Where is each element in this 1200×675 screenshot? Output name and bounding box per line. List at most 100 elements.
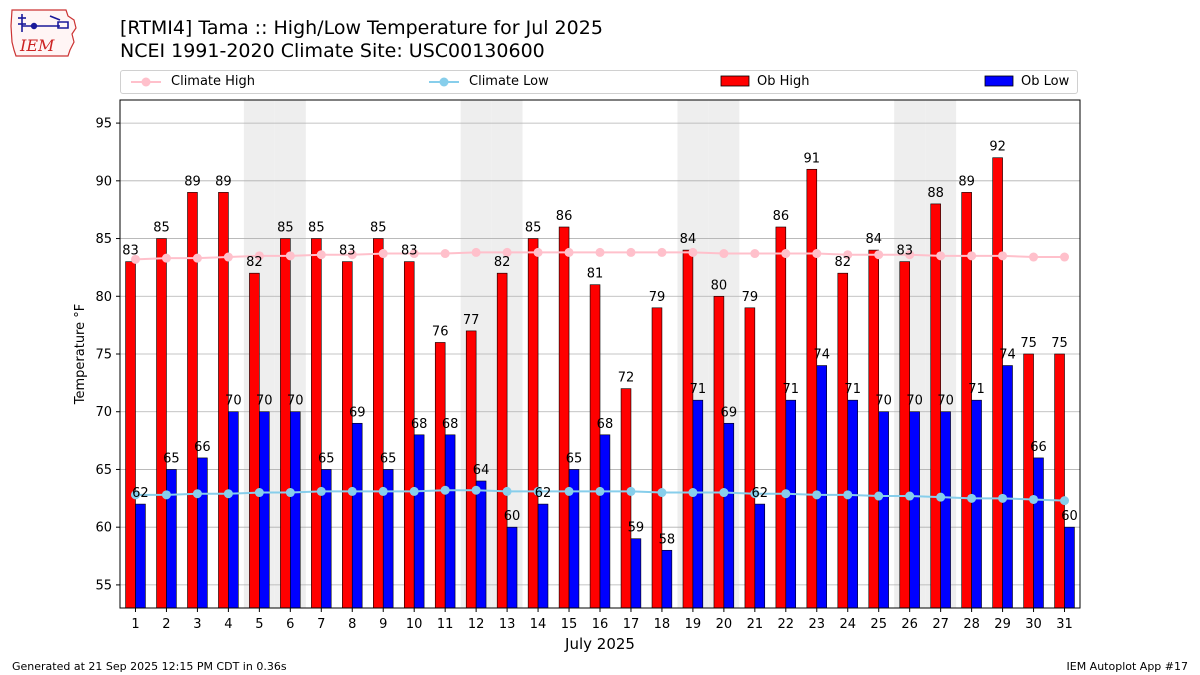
ob-high-value-label: 86 <box>773 209 790 224</box>
ob-high-bar <box>1023 353 1034 609</box>
ob-high-value-label: 89 <box>215 174 232 189</box>
ob-high-bar <box>1054 353 1065 609</box>
ob-low-value-label: 66 <box>1030 440 1047 455</box>
legend-climate-high-marker-icon <box>131 77 161 87</box>
climate-high-point <box>626 247 636 257</box>
ob-high-value-label: 75 <box>1020 336 1037 351</box>
climate-high-point <box>285 251 295 261</box>
y-tick-label: 75 <box>95 348 112 363</box>
climate-low-point <box>378 486 388 496</box>
ob-high-value-label: 83 <box>401 244 418 259</box>
x-tick-label: 1 <box>131 617 139 632</box>
x-tick-label: 19 <box>685 617 702 632</box>
ob-low-value-label: 65 <box>163 451 180 466</box>
climate-low-point <box>564 486 574 496</box>
ob-low-value-label: 71 <box>690 382 707 397</box>
legend-ob-high: Ob High <box>719 74 839 90</box>
climate-low-point <box>750 489 760 499</box>
climate-high-point <box>440 249 450 259</box>
ob-low-bar <box>599 434 611 609</box>
ob-low-value-label: 70 <box>225 394 242 409</box>
climate-low-point <box>688 488 698 498</box>
climate-high-point <box>750 249 760 259</box>
climate-low-point <box>533 486 543 496</box>
y-tick-label: 95 <box>95 117 112 132</box>
climate-high-point <box>657 247 667 257</box>
ob-high-bar <box>651 307 663 609</box>
legend-ob-low-swatch-icon <box>984 75 1014 87</box>
ob-low-bar <box>290 411 301 609</box>
x-tick-label: 9 <box>379 617 387 632</box>
ob-low-value-label: 65 <box>318 451 335 466</box>
ob-high-value-label: 89 <box>184 174 201 189</box>
ob-high-value-label: 91 <box>804 151 821 166</box>
ob-high-value-label: 84 <box>680 232 697 247</box>
x-tick-label: 6 <box>286 617 294 632</box>
ob-low-value-label: 70 <box>875 394 892 409</box>
ob-low-value-label: 71 <box>968 382 985 397</box>
ob-high-value-label: 79 <box>742 290 759 305</box>
climate-low-point <box>161 490 171 500</box>
x-tick-label: 27 <box>932 617 949 632</box>
ob-high-bar <box>156 238 167 609</box>
ob-low-bar <box>135 503 146 609</box>
ob-low-value-label: 70 <box>906 394 923 409</box>
ob-high-bar <box>434 342 446 609</box>
x-tick-label: 16 <box>592 617 609 632</box>
climate-low-point <box>502 486 512 496</box>
climate-high-point <box>688 247 698 257</box>
ob-low-value-label: 59 <box>628 521 645 536</box>
chart-subtitle: NCEI 1991-2020 Climate Site: USC00130600 <box>120 40 545 62</box>
x-tick-label: 26 <box>901 617 918 632</box>
climate-high-point <box>843 250 853 260</box>
climate-low-point <box>440 485 450 495</box>
x-tick-label: 29 <box>994 617 1011 632</box>
x-tick-label: 13 <box>499 617 516 632</box>
climate-low-point <box>471 485 481 495</box>
ob-high-value-label: 85 <box>370 221 387 236</box>
legend-climate-high: Climate High <box>129 74 289 90</box>
y-tick-label: 65 <box>95 463 112 478</box>
ob-high-value-label: 88 <box>927 186 944 201</box>
legend-climate-low-label: Climate Low <box>469 74 549 89</box>
ob-high-bar <box>342 261 353 609</box>
climate-low-point <box>1060 496 1070 506</box>
y-tick-label: 60 <box>95 521 112 536</box>
ob-high-value-label: 80 <box>711 278 728 293</box>
ob-low-bar <box>723 422 735 609</box>
ob-high-value-label: 75 <box>1051 336 1068 351</box>
ob-high-value-label: 85 <box>153 221 170 236</box>
x-tick-label: 17 <box>623 617 640 632</box>
ob-high-value-label: 82 <box>835 255 852 270</box>
ob-low-value-label: 64 <box>473 463 490 478</box>
x-tick-label: 3 <box>193 617 201 632</box>
ob-high-bar <box>744 307 756 609</box>
ob-low-value-label: 66 <box>194 440 211 455</box>
ob-high-value-label: 83 <box>339 244 356 259</box>
climate-low-point <box>719 488 729 498</box>
climate-low-point <box>223 489 233 499</box>
climate-high-point <box>812 249 822 259</box>
ob-low-value-label: 68 <box>597 417 614 432</box>
logo-text: IEM <box>19 36 55 55</box>
climate-high-point <box>378 249 388 259</box>
ob-low-value-label: 65 <box>566 451 583 466</box>
climate-low-point <box>192 489 202 499</box>
climate-high-point <box>409 249 419 259</box>
footer-app: IEM Autoplot App #17 <box>1066 660 1189 673</box>
climate-low-point <box>595 486 605 496</box>
ob-high-bar <box>280 238 291 609</box>
ob-low-bar <box>847 399 858 609</box>
iem-logo: IEM <box>10 9 77 57</box>
climate-high-point <box>1060 252 1070 262</box>
x-tick-label: 21 <box>747 617 764 632</box>
ob-low-bar <box>785 399 797 609</box>
ob-low-bar <box>692 399 704 609</box>
ob-low-bar <box>506 526 518 609</box>
x-tick-label: 25 <box>870 617 887 632</box>
ob-low-value-label: 62 <box>132 486 149 501</box>
climate-high-point <box>998 251 1008 261</box>
climate-high-point <box>130 254 140 264</box>
x-axis-label: July 2025 <box>564 635 635 653</box>
x-tick-label: 14 <box>530 617 547 632</box>
